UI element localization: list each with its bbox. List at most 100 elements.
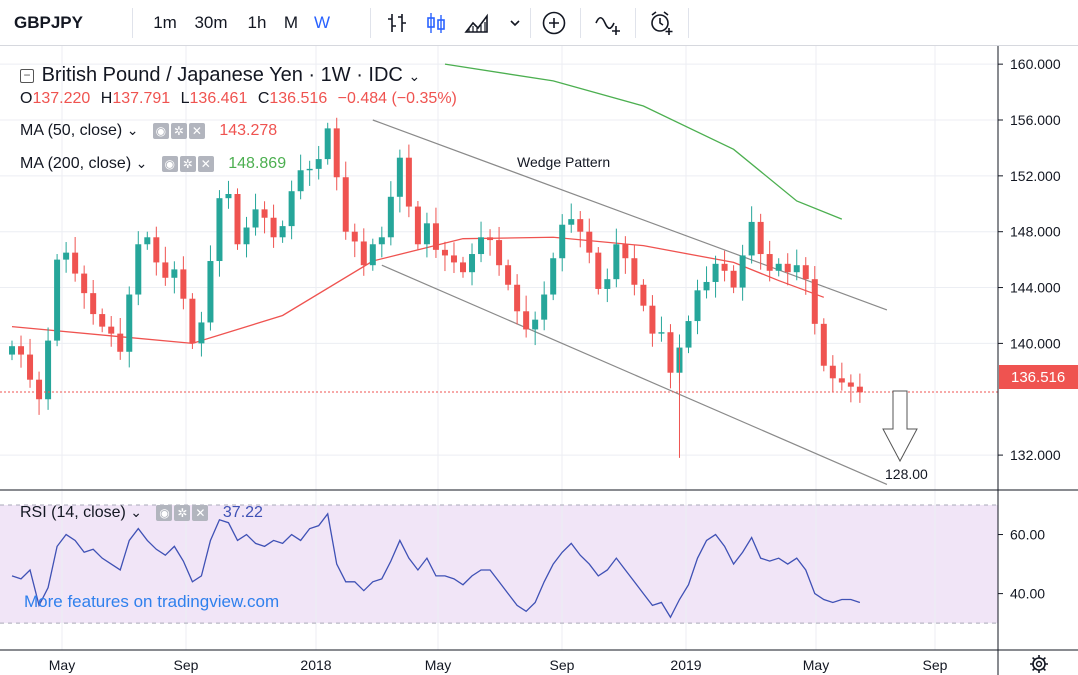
candle-body [288,191,295,227]
ma200-legend[interactable]: MA (200, close) ⌄ ◉ ✲ ✕ 148.869 [20,155,286,173]
settings-icon[interactable]: ✲ [179,155,196,172]
chevron-down-icon[interactable] [501,9,529,37]
alert-icon[interactable] [647,9,675,37]
interval-week[interactable]: W [313,13,331,32]
ma50-value: 143.278 [219,122,278,139]
chevron-down-icon[interactable]: ⌄ [135,155,148,171]
candle-body [171,269,178,278]
close-value: 136.516 [269,90,328,107]
ma50-legend[interactable]: MA (50, close) ⌄ ◉ ✲ ✕ 143.278 [20,122,277,140]
price-tick-label: 160.000 [1010,56,1061,72]
candle-body [261,209,268,218]
ma200-label: MA (200, close) [20,155,132,172]
time-axis[interactable]: May Sep 2018 May Sep 2019 May Sep [49,657,948,673]
candle-body [324,128,331,160]
candle-body [189,298,196,344]
remove-icon[interactable]: ✕ [197,155,214,172]
candle-series [9,117,863,458]
candle-body [36,379,43,400]
candle-body [613,244,620,280]
settings-icon[interactable]: ✲ [174,504,191,521]
interval-1m[interactable]: 1m [153,13,177,32]
ma200-value: 148.869 [228,155,287,172]
wedge-pattern-label[interactable]: Wedge Pattern [517,154,610,170]
candle-body [108,326,115,334]
last-price-tag [999,365,1078,389]
visibility-eye-icon[interactable]: ◉ [161,155,178,172]
candle-body [279,226,286,238]
candle-body [351,231,358,242]
rsi-label: RSI (14, close) [20,504,126,521]
chart-canvas[interactable]: Wedge Pattern 128.00 160.000 156.000 152.0… [0,46,1078,675]
price-grid [0,46,998,490]
remove-icon[interactable]: ✕ [192,504,209,521]
chevron-down-icon[interactable]: ⌄ [130,504,142,520]
target-label[interactable]: 128.00 [885,466,928,482]
settings-gear-icon[interactable] [1030,655,1048,673]
time-tick-label: 2019 [670,657,701,673]
candle-body [405,157,412,207]
candle-body [667,332,674,373]
candle-body [234,194,241,245]
candle-body [748,221,755,256]
candle-body [72,252,79,274]
candle-body [460,262,466,273]
rsi-axis[interactable]: 60.00 40.00 [998,527,1045,602]
ma50-line [11,236,825,345]
chevron-down-icon[interactable]: ⌄ [126,122,139,138]
candle-body [595,252,602,289]
add-compare-icon[interactable] [540,9,568,37]
candle-body [811,279,818,324]
candle-body [63,252,70,260]
candle-body [847,382,854,387]
visibility-eye-icon[interactable]: ◉ [152,122,169,139]
candle-body [297,170,304,192]
rsi-legend[interactable]: RSI (14, close) ⌄ ◉ ✲ ✕ 37.22 [20,504,263,522]
chevron-down-icon[interactable]: ⌄ [408,68,421,84]
candle-body [378,237,385,245]
indicators-icon[interactable] [594,9,622,37]
candle-body [216,198,223,262]
time-tick-label: 2018 [300,657,331,673]
candle-body [441,249,448,256]
price-axis[interactable]: 160.000 156.000 152.000 148.000 144.000 140.0… [998,56,1061,463]
symbol-search[interactable]: GBPJPY [14,13,83,32]
candle-body [225,194,232,199]
target-arrow[interactable] [882,390,918,463]
candle-body [622,244,629,259]
candle-body [117,333,124,352]
interval-1h[interactable]: 1h [247,13,267,32]
tradingview-watermark[interactable]: More features on tradingview.com [24,592,280,611]
settings-icon[interactable]: ✲ [170,122,187,139]
area-icon[interactable] [463,9,491,37]
symbol-description: British Pound / Japanese Yen · 1W · IDC [41,64,403,86]
visibility-eye-icon[interactable]: ◉ [156,504,173,521]
candle-body [478,237,485,255]
candle-body [550,258,557,295]
candle-body [532,319,539,330]
chart-legend-title[interactable]: − British Pound / Japanese Yen · 1W · ID… [20,64,420,87]
candle-body [631,258,638,285]
candle-body [577,219,584,232]
wedge-trendlines[interactable] [372,119,888,485]
candle-body [90,293,97,315]
interval-30m[interactable]: 30m [194,13,228,32]
close-label: C [257,90,270,107]
toolbar-divider [580,8,581,38]
candle-body [414,206,421,245]
candle-body [514,284,521,312]
rsi-line [11,512,861,619]
candle-body [369,244,376,266]
candle-body [207,261,214,323]
bar-style-icon[interactable] [383,9,411,37]
candle-body [829,365,836,379]
remove-icon[interactable]: ✕ [188,122,205,139]
collapse-legend-icon[interactable]: − [20,68,34,83]
candles-icon[interactable] [422,9,450,37]
candle-body [496,240,503,266]
candle-body [649,305,656,334]
candle-body [9,346,15,355]
toolbar-divider [530,8,531,38]
interval-month[interactable]: M [283,13,299,32]
candle-body [586,231,593,253]
